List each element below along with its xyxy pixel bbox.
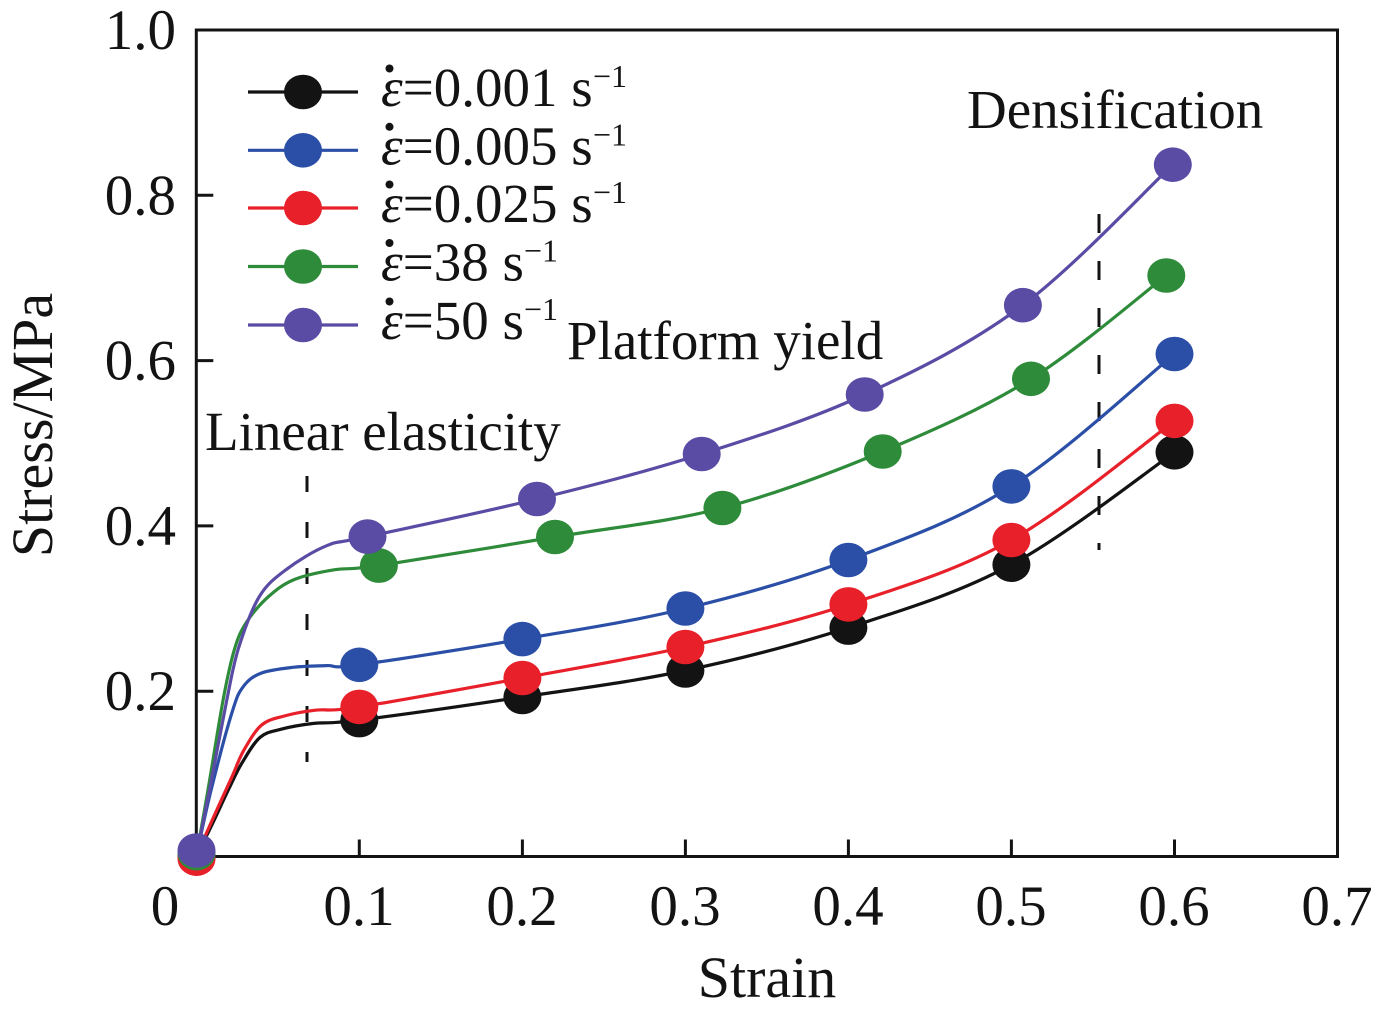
svg-text:0.7: 0.7 [1301,875,1372,938]
svg-text:Densification: Densification [967,79,1263,140]
svg-text:0.4: 0.4 [812,875,883,938]
svg-text:ε=50 s: ε=50 s [381,290,524,351]
svg-text:−1: −1 [593,116,627,152]
svg-text:0.2: 0.2 [486,875,557,938]
svg-text:0.6: 0.6 [1138,875,1209,938]
svg-text:−1: −1 [524,233,558,269]
svg-text:0: 0 [151,875,180,938]
svg-text:Stress/MPa: Stress/MPa [0,293,65,557]
svg-text:−1: −1 [593,58,627,94]
svg-text:Platform yield: Platform yield [567,310,883,371]
svg-text:ε=0.005 s: ε=0.005 s [381,115,593,176]
svg-text:Linear elasticity: Linear elasticity [205,401,561,462]
svg-text:0.1: 0.1 [323,875,394,938]
svg-text:−1: −1 [524,291,558,327]
svg-text:0.8: 0.8 [105,164,176,227]
svg-text:ε=0.001 s: ε=0.001 s [381,57,593,118]
svg-text:0.3: 0.3 [649,875,720,938]
svg-text:1.0: 1.0 [105,0,176,62]
svg-text:Strain: Strain [698,945,837,1010]
svg-text:0.6: 0.6 [105,330,176,393]
svg-text:0.4: 0.4 [105,495,176,558]
svg-text:ε=38 s: ε=38 s [381,232,524,293]
svg-text:0.2: 0.2 [105,660,176,723]
svg-text:ε=0.025 s: ε=0.025 s [381,173,593,234]
svg-text:−1: −1 [593,174,627,210]
svg-text:0.5: 0.5 [975,875,1046,938]
